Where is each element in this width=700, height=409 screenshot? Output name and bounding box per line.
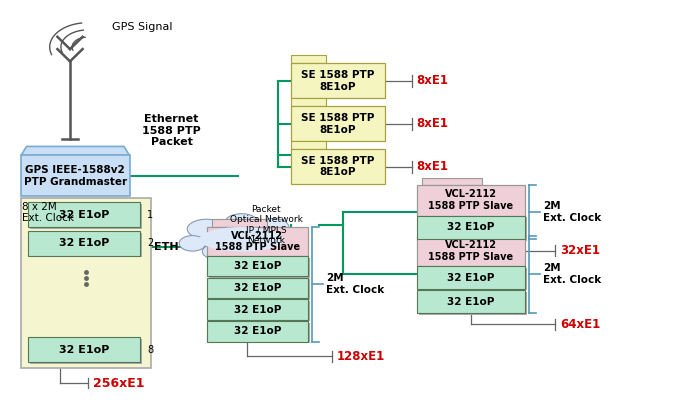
FancyBboxPatch shape xyxy=(290,106,385,141)
FancyBboxPatch shape xyxy=(209,301,310,321)
Text: 2M
Ext. Clock: 2M Ext. Clock xyxy=(326,273,384,295)
Text: 32 E1oP: 32 E1oP xyxy=(59,238,109,248)
FancyBboxPatch shape xyxy=(290,55,326,63)
Text: 32 E1oP: 32 E1oP xyxy=(234,326,281,336)
Text: 64xE1: 64xE1 xyxy=(560,318,601,331)
Text: 8xE1: 8xE1 xyxy=(416,74,449,87)
Ellipse shape xyxy=(265,242,295,257)
Ellipse shape xyxy=(232,246,265,261)
FancyBboxPatch shape xyxy=(290,63,385,98)
Text: 8: 8 xyxy=(147,345,153,355)
Text: 32xE1: 32xE1 xyxy=(560,244,600,257)
Text: 8xE1: 8xE1 xyxy=(416,160,449,173)
Ellipse shape xyxy=(179,236,206,251)
FancyBboxPatch shape xyxy=(416,185,525,216)
Text: 2M
Ext. Clock: 2M Ext. Clock xyxy=(543,201,601,223)
Text: Ethernet
1588 PTP
Packet: Ethernet 1588 PTP Packet xyxy=(142,114,201,148)
Text: 1: 1 xyxy=(147,210,153,220)
Text: 32 E1oP: 32 E1oP xyxy=(234,283,281,293)
Text: SE 1588 PTP
8E1oP: SE 1588 PTP 8E1oP xyxy=(301,156,374,178)
FancyBboxPatch shape xyxy=(416,290,525,313)
FancyBboxPatch shape xyxy=(416,216,525,239)
Text: 32 E1oP: 32 E1oP xyxy=(59,210,109,220)
FancyBboxPatch shape xyxy=(209,279,310,300)
FancyBboxPatch shape xyxy=(30,233,142,257)
FancyBboxPatch shape xyxy=(422,178,482,185)
FancyBboxPatch shape xyxy=(290,149,385,184)
Text: 32 E1oP: 32 E1oP xyxy=(447,297,494,307)
Text: 256xE1: 256xE1 xyxy=(92,377,144,390)
Text: 8xE1: 8xE1 xyxy=(416,117,449,130)
FancyBboxPatch shape xyxy=(290,141,326,149)
FancyBboxPatch shape xyxy=(416,266,525,289)
Text: 32 E1oP: 32 E1oP xyxy=(447,272,494,283)
Text: VCL-2112
1588 PTP Slave: VCL-2112 1588 PTP Slave xyxy=(428,240,513,262)
FancyBboxPatch shape xyxy=(211,219,267,227)
FancyBboxPatch shape xyxy=(416,236,525,266)
Text: 32 E1oP: 32 E1oP xyxy=(59,345,109,355)
Text: 2: 2 xyxy=(147,238,153,248)
Text: VCL-2112
1588 PTP Slave: VCL-2112 1588 PTP Slave xyxy=(215,231,300,252)
FancyBboxPatch shape xyxy=(28,231,140,256)
Text: Packet
Optical Network
IP / MPLS
Network: Packet Optical Network IP / MPLS Network xyxy=(230,205,302,245)
FancyBboxPatch shape xyxy=(419,217,527,241)
FancyBboxPatch shape xyxy=(419,292,527,315)
Text: GPS Signal: GPS Signal xyxy=(112,22,172,31)
FancyBboxPatch shape xyxy=(28,202,140,227)
FancyBboxPatch shape xyxy=(419,268,527,290)
FancyBboxPatch shape xyxy=(28,337,140,362)
Ellipse shape xyxy=(258,218,288,236)
FancyBboxPatch shape xyxy=(206,299,308,320)
FancyBboxPatch shape xyxy=(206,321,308,342)
FancyBboxPatch shape xyxy=(30,204,142,229)
FancyBboxPatch shape xyxy=(209,323,310,343)
FancyBboxPatch shape xyxy=(209,258,310,278)
FancyBboxPatch shape xyxy=(290,98,326,106)
FancyBboxPatch shape xyxy=(21,155,130,196)
FancyBboxPatch shape xyxy=(206,278,308,298)
FancyBboxPatch shape xyxy=(206,227,308,256)
FancyBboxPatch shape xyxy=(206,256,308,276)
Polygon shape xyxy=(21,146,130,155)
Text: 32 E1oP: 32 E1oP xyxy=(234,261,281,271)
Text: VCL-2112
1588 PTP Slave: VCL-2112 1588 PTP Slave xyxy=(428,189,513,211)
Text: 2M
Ext. Clock: 2M Ext. Clock xyxy=(543,263,601,285)
Ellipse shape xyxy=(199,227,284,252)
Text: SE 1588 PTP
8E1oP: SE 1588 PTP 8E1oP xyxy=(301,70,374,92)
Text: SE 1588 PTP
8E1oP: SE 1588 PTP 8E1oP xyxy=(301,113,374,135)
Ellipse shape xyxy=(276,229,305,245)
Ellipse shape xyxy=(202,244,232,259)
FancyBboxPatch shape xyxy=(422,228,482,236)
FancyBboxPatch shape xyxy=(21,198,150,368)
Text: 32 E1oP: 32 E1oP xyxy=(447,222,494,232)
FancyBboxPatch shape xyxy=(30,339,142,364)
Ellipse shape xyxy=(188,219,225,239)
Text: ETH: ETH xyxy=(153,243,178,252)
Text: 128xE1: 128xE1 xyxy=(337,350,385,363)
Text: 32 E1oP: 32 E1oP xyxy=(234,305,281,315)
Text: GPS IEEE-1588v2
PTP Grandmaster: GPS IEEE-1588v2 PTP Grandmaster xyxy=(24,165,127,187)
Text: 8 x 2M
Ext. Clock: 8 x 2M Ext. Clock xyxy=(22,202,74,223)
Ellipse shape xyxy=(225,214,258,232)
